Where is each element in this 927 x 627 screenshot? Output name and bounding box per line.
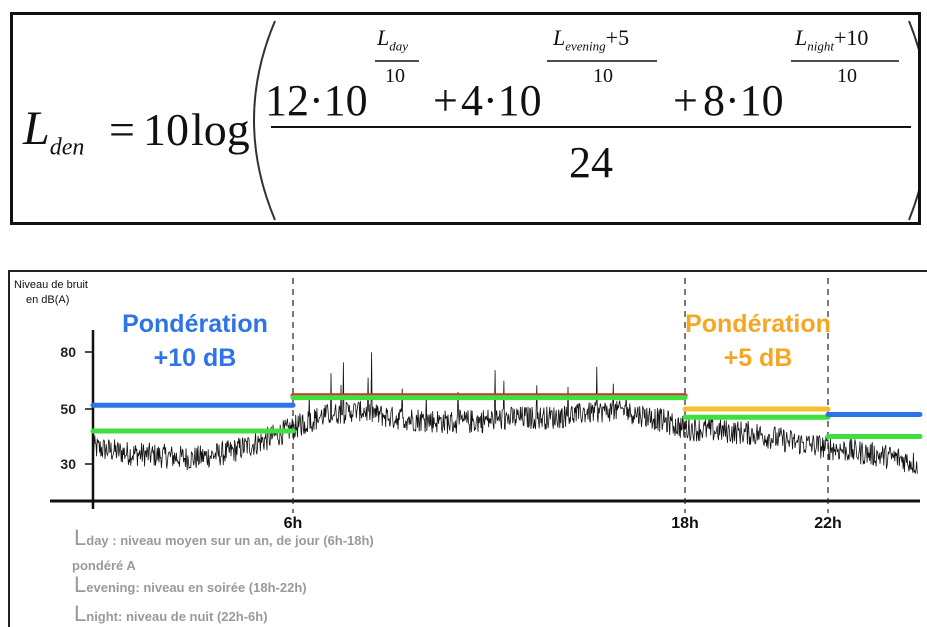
y-axis-label-line2: en dB(A) [26, 294, 69, 306]
y-tick-label: 80 [60, 344, 76, 360]
x-tick-label: 6h [284, 515, 303, 532]
formula-box: Lden = 10 log 12·10 Lday 10 + 4·10 Leven… [10, 12, 921, 225]
footnote-weighting-text: pondéré A [72, 558, 136, 573]
y-tick-label: 30 [60, 456, 76, 472]
term2-exp-sub: evening [565, 38, 606, 54]
formula-lhs-sub: den [49, 134, 85, 161]
annotation-night-weighting-line1: Pondération [122, 310, 268, 338]
term2-exp-add: +5 [605, 25, 630, 50]
term3-exp-add: +10 [833, 25, 869, 50]
x-tick-label: 18h [671, 515, 699, 532]
term2-exp-symbol: L [553, 25, 566, 50]
term1-exponent-numerator: Lday [377, 25, 408, 54]
formula-lhs: Lden [23, 101, 84, 162]
annotation-evening-weighting-line1: Pondération [685, 310, 831, 338]
formula-equals: = [109, 104, 135, 155]
footnote-night-symbol: L [74, 601, 87, 626]
term3-exp-symbol: L [795, 25, 808, 50]
formula-log: log [191, 104, 250, 155]
formula-denominator: 24 [569, 138, 613, 187]
footnote-day-text: day : niveau moyen sur un an, de jour (6… [86, 533, 374, 548]
term3-exp-sub: night [807, 38, 834, 54]
term2-exponent-numerator: Levening+5 [553, 25, 629, 54]
footnote-evening: Levening: niveau en soirée (18h-22h) [74, 574, 307, 596]
term3-coefficient: 8·10 [703, 76, 784, 125]
term1-coefficient: 12·10 [265, 76, 368, 125]
formula-plus-2: + [673, 76, 698, 125]
x-tick-label: 22h [814, 515, 842, 532]
chart-panel: Niveau de bruit en dB(A) 80 50 30 6h 18h 22h Pon… [8, 270, 927, 627]
formula-lhs-symbol: L [23, 102, 50, 155]
term1-exponent-denominator: 10 [385, 65, 405, 87]
formula-parentheses [253, 20, 918, 221]
formula-coefficient: 10 [143, 104, 189, 155]
footnote-evening-text: evening: niveau en soirée (18h-22h) [86, 580, 307, 595]
footnote-day-symbol: L [74, 525, 87, 550]
footnote-night: Lnight: niveau de nuit (22h-6h) [74, 603, 268, 625]
footnote-night-text: night: niveau de nuit (22h-6h) [86, 609, 268, 624]
footnote-evening-symbol: L [74, 572, 87, 597]
annotation-night-weighting-line2: +10 dB [154, 344, 237, 372]
term1-exp-sub: day [389, 38, 409, 54]
noise-chart: Niveau de bruit en dB(A) 80 50 30 6h 18h 22h Pon… [14, 278, 923, 532]
term2-coefficient: 4·10 [461, 76, 542, 125]
term1-exp-symbol: L [377, 25, 390, 50]
footnote-day: Lday : niveau moyen sur un an, de jour (… [74, 527, 374, 549]
term3-exponent-denominator: 10 [837, 65, 857, 87]
y-axis-label-line1: Niveau de bruit [14, 279, 88, 291]
noise-trace-line [92, 352, 918, 475]
annotation-evening-weighting-line2: +5 dB [724, 344, 793, 372]
term2-exponent-denominator: 10 [593, 65, 613, 87]
footnote-weighting: pondéré A [72, 558, 136, 573]
term3-exponent-numerator: Lnight+10 [795, 25, 868, 54]
formula-plus-1: + [433, 76, 458, 125]
y-tick-label: 50 [60, 401, 76, 417]
